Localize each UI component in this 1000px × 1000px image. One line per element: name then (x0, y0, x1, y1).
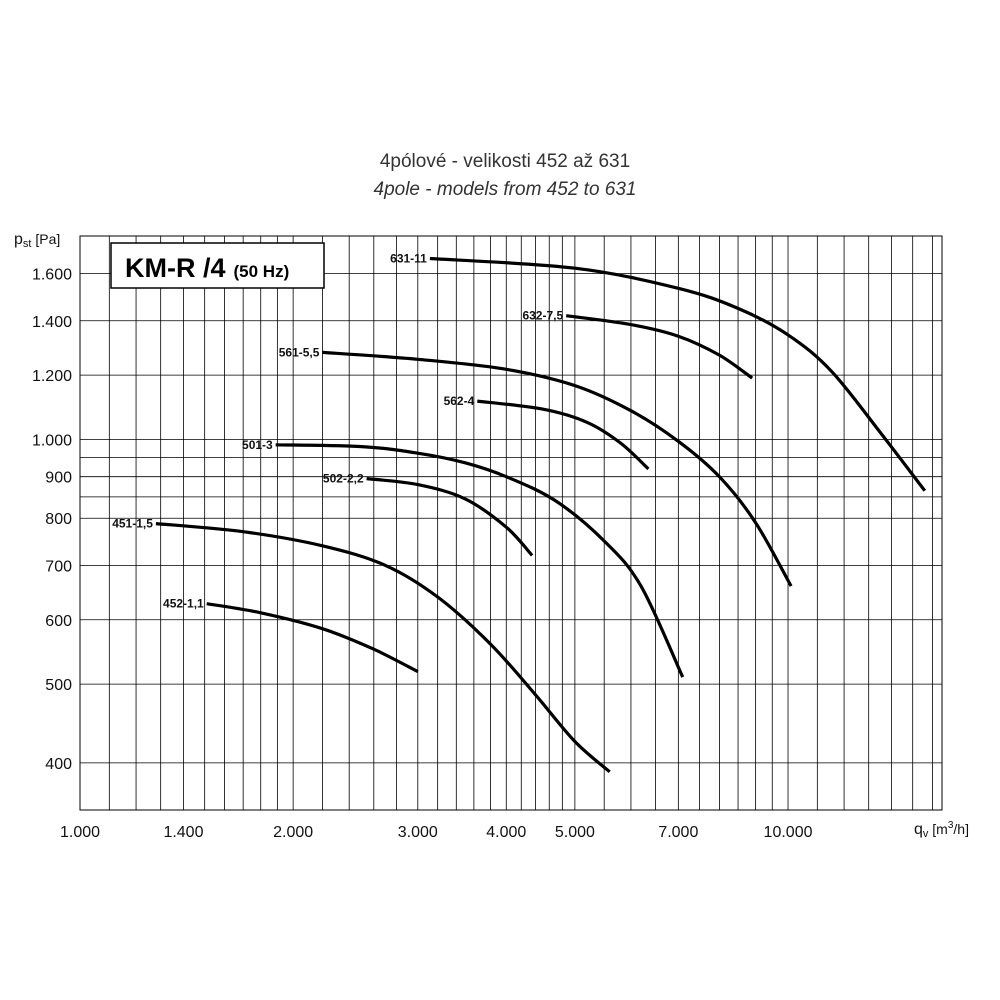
y-axis-label: pst [Pa] (14, 231, 60, 250)
series-label: 632-7,5 (522, 309, 563, 323)
series-label: 452-1,1 (163, 597, 204, 611)
chart-title: 4pólové - velikosti 452 až 631 (380, 151, 630, 172)
series-label: 451-1,5 (112, 517, 153, 531)
series-curve-561-5,5 (322, 350, 793, 587)
x-tick-label: 1.000 (60, 824, 100, 841)
x-tick-label: 2.000 (273, 824, 313, 841)
series-curve-452-1,1 (206, 602, 419, 674)
y-tick-label: 1.400 (32, 314, 72, 331)
series-label: 561-5,5 (279, 345, 320, 359)
x-tick-label: 7.000 (658, 824, 698, 841)
y-tick-label: 1.000 (32, 432, 72, 449)
y-axis-subscript: st (23, 238, 32, 250)
x-tick-label: 3.000 (398, 824, 438, 841)
y-axis-unit: [Pa] (31, 231, 60, 247)
series-curve-562-4 (477, 399, 650, 471)
series-group: 631-11 632-7,5 561-5,5 562-4 501-3 502-2,2 451… (112, 252, 927, 774)
series-curve-632-7,5 (565, 314, 754, 380)
x-tick-label: 10.000 (764, 824, 813, 841)
series-label: 502-2,2 (323, 472, 364, 486)
x-axis-unit-post: /h] (953, 821, 969, 837)
x-tick-label: 4.000 (486, 824, 526, 841)
series-curve-451-1,5 (155, 522, 611, 774)
model-badge-sub: (50 Hz) (234, 262, 290, 281)
plot-frame (79, 235, 943, 811)
series-label: 631-11 (390, 252, 427, 266)
series-curve-501-3 (275, 443, 685, 678)
y-tick-label: 1.200 (32, 368, 72, 385)
x-axis-unit-sup: 3 (948, 820, 954, 831)
y-tick-label: 600 (45, 613, 72, 630)
y-tick-label: 500 (45, 677, 72, 694)
y-tick-label: 700 (45, 558, 72, 575)
x-tick-label: 1.400 (163, 824, 203, 841)
model-badge: KM-R /4 (50 Hz) (110, 242, 325, 289)
series-label: 562-4 (444, 394, 475, 408)
y-tick-label: 800 (45, 511, 72, 528)
chart-subtitle: 4pole - models from 452 to 631 (374, 179, 637, 200)
x-axis-unit-pre: [m (928, 821, 947, 837)
tick-labels: 1.000 1.400 2.000 3.000 4.000 5.000 7.000 10.00… (32, 267, 813, 841)
model-badge-box (110, 242, 325, 289)
x-axis-subscript: v (923, 828, 929, 840)
model-badge-main: KM-R /4 (125, 253, 226, 283)
y-axis-symbol: p (14, 231, 23, 248)
y-tick-label: 1.600 (32, 267, 72, 284)
x-axis-label: qv [m3/h] (914, 820, 969, 840)
x-tick-label: 5.000 (555, 824, 595, 841)
grid (79, 236, 942, 810)
series-label: 501-3 (242, 438, 273, 452)
model-badge-text: KM-R /4 (50 Hz) (125, 253, 289, 283)
y-tick-label: 400 (45, 756, 72, 773)
series-curve-631-11 (429, 256, 927, 492)
x-axis-symbol: q (914, 821, 923, 838)
y-tick-label: 900 (45, 470, 72, 487)
series-curve-502-2,2 (366, 477, 534, 557)
